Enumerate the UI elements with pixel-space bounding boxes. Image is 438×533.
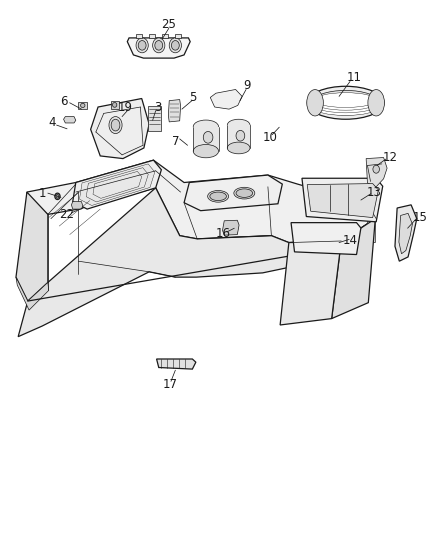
Text: 13: 13: [367, 185, 381, 199]
Text: 9: 9: [244, 79, 251, 92]
Ellipse shape: [155, 41, 162, 50]
Polygon shape: [27, 160, 375, 243]
Polygon shape: [399, 213, 413, 254]
Ellipse shape: [193, 144, 219, 158]
Polygon shape: [162, 34, 168, 38]
Polygon shape: [307, 183, 378, 217]
Text: 3: 3: [154, 101, 162, 114]
Ellipse shape: [315, 95, 376, 110]
Ellipse shape: [203, 132, 213, 143]
Polygon shape: [16, 277, 49, 310]
Ellipse shape: [152, 38, 165, 53]
Text: 10: 10: [263, 131, 278, 144]
Polygon shape: [184, 175, 283, 211]
Polygon shape: [71, 201, 83, 209]
Ellipse shape: [315, 101, 376, 116]
Ellipse shape: [307, 86, 384, 119]
Text: 11: 11: [347, 71, 362, 84]
Text: 7: 7: [173, 135, 180, 148]
Text: 19: 19: [118, 101, 133, 114]
Polygon shape: [16, 192, 48, 301]
Polygon shape: [149, 34, 155, 38]
Polygon shape: [111, 101, 119, 109]
Polygon shape: [210, 90, 242, 109]
Polygon shape: [175, 34, 181, 38]
Ellipse shape: [210, 192, 226, 200]
Text: 1: 1: [39, 187, 46, 200]
Polygon shape: [193, 127, 219, 151]
Polygon shape: [136, 34, 142, 38]
Ellipse shape: [307, 90, 323, 116]
Ellipse shape: [111, 119, 120, 131]
Ellipse shape: [109, 117, 122, 134]
Ellipse shape: [56, 195, 59, 198]
Ellipse shape: [227, 142, 250, 154]
Polygon shape: [280, 241, 341, 325]
Text: 5: 5: [189, 91, 197, 104]
Polygon shape: [302, 178, 383, 222]
Polygon shape: [78, 102, 87, 109]
Polygon shape: [148, 106, 161, 132]
Ellipse shape: [373, 165, 379, 173]
Ellipse shape: [315, 93, 376, 108]
Text: 6: 6: [60, 95, 68, 108]
Ellipse shape: [55, 193, 60, 199]
Text: 17: 17: [162, 378, 177, 391]
Polygon shape: [156, 359, 196, 369]
Polygon shape: [227, 125, 250, 148]
Polygon shape: [366, 158, 387, 187]
Ellipse shape: [234, 187, 255, 199]
Ellipse shape: [169, 38, 181, 53]
Polygon shape: [291, 223, 361, 255]
Polygon shape: [18, 188, 375, 337]
Text: 15: 15: [413, 211, 427, 224]
Polygon shape: [224, 221, 238, 234]
Ellipse shape: [312, 91, 379, 115]
Ellipse shape: [208, 190, 229, 202]
Polygon shape: [91, 99, 149, 159]
Polygon shape: [73, 160, 161, 209]
Polygon shape: [79, 164, 155, 206]
Polygon shape: [127, 38, 190, 58]
Polygon shape: [64, 117, 76, 123]
Polygon shape: [395, 205, 417, 261]
Ellipse shape: [193, 120, 219, 133]
Polygon shape: [93, 172, 142, 198]
Ellipse shape: [236, 131, 245, 141]
Ellipse shape: [368, 90, 385, 116]
Ellipse shape: [236, 189, 253, 197]
Polygon shape: [86, 168, 148, 202]
Ellipse shape: [315, 98, 376, 113]
Text: 12: 12: [383, 151, 398, 164]
Ellipse shape: [171, 41, 179, 50]
Text: 16: 16: [216, 227, 231, 240]
Ellipse shape: [227, 119, 250, 131]
Text: 22: 22: [60, 208, 74, 221]
Ellipse shape: [113, 102, 117, 107]
Text: 14: 14: [343, 235, 357, 247]
Text: 4: 4: [49, 117, 56, 130]
Ellipse shape: [81, 103, 85, 108]
Polygon shape: [223, 220, 239, 235]
Polygon shape: [332, 219, 375, 319]
Ellipse shape: [136, 38, 148, 53]
Text: 25: 25: [161, 18, 176, 31]
Polygon shape: [168, 100, 180, 122]
Polygon shape: [367, 204, 375, 243]
Ellipse shape: [138, 41, 146, 50]
